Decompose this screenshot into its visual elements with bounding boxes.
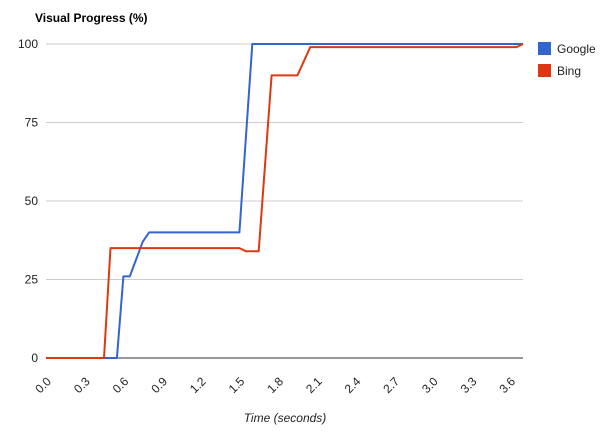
series-line-bing bbox=[46, 43, 524, 359]
legend-swatch-google bbox=[538, 42, 551, 55]
x-tick-label: 0.9 bbox=[148, 374, 170, 396]
gridlines bbox=[46, 43, 523, 359]
legend: Google Bing bbox=[538, 42, 596, 78]
x-tick-label: 3.6 bbox=[496, 374, 518, 396]
x-tick-label: 2.4 bbox=[342, 374, 364, 396]
legend-label-google: Google bbox=[557, 42, 596, 56]
series-lines bbox=[46, 43, 524, 359]
y-tick-label: 0 bbox=[31, 351, 38, 365]
x-tick-label: 0.3 bbox=[71, 374, 93, 396]
series-line-google bbox=[46, 43, 523, 359]
x-tick-label: 2.7 bbox=[380, 374, 402, 396]
x-tick-label: 1.5 bbox=[226, 374, 248, 396]
legend-swatch-bing bbox=[538, 64, 551, 77]
x-axis-ticks: 0.0 0.3 0.6 0.9 1.2 1.5 1.8 2.1 2.4 2.7 3.0 3.3 3.6 bbox=[32, 374, 518, 396]
x-tick-label: 0.0 bbox=[32, 374, 54, 396]
x-tick-label: 1.2 bbox=[187, 374, 209, 396]
x-tick-label: 3.3 bbox=[458, 374, 480, 396]
x-tick-label: 0.6 bbox=[110, 374, 132, 396]
legend-label-bing: Bing bbox=[557, 64, 581, 78]
y-tick-label: 75 bbox=[25, 116, 39, 130]
x-tick-label: 2.1 bbox=[303, 374, 325, 396]
chart-title: Visual Progress (%) bbox=[35, 11, 148, 25]
x-axis-label: Time (seconds) bbox=[244, 411, 327, 425]
x-tick-label: 3.0 bbox=[419, 374, 441, 396]
y-tick-label: 25 bbox=[25, 273, 39, 287]
y-tick-label: 50 bbox=[25, 194, 39, 208]
y-axis-ticks: 0 25 50 75 100 bbox=[18, 37, 38, 365]
x-tick-label: 1.8 bbox=[264, 374, 286, 396]
y-tick-label: 100 bbox=[18, 37, 38, 51]
